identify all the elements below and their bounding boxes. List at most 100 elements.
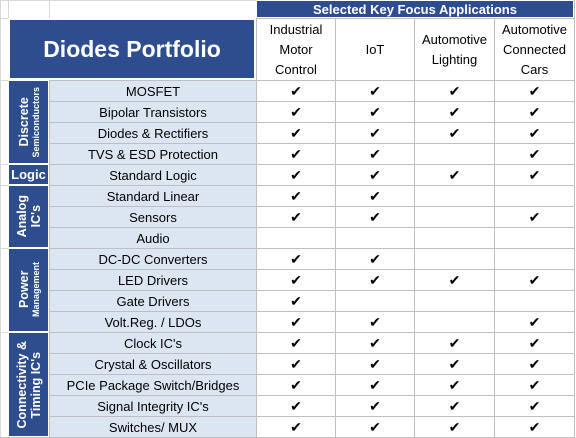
product-name: Sensors <box>49 206 256 227</box>
check-icon: ✔ <box>256 290 335 311</box>
check-icon: ✔ <box>335 143 414 164</box>
page-title: Diodes Portfolio <box>8 18 256 80</box>
check-icon: ✔ <box>256 80 335 101</box>
product-name: Diodes & Rectifiers <box>49 122 256 143</box>
check-icon: ✔ <box>494 395 574 416</box>
empty-cell <box>414 311 494 332</box>
product-name: MOSFET <box>49 80 256 101</box>
empty-cell <box>256 227 335 248</box>
category-name: Discrete <box>16 97 31 147</box>
column-header-line: Motor <box>279 41 313 57</box>
empty-cell <box>414 227 494 248</box>
check-icon: ✔ <box>414 101 494 122</box>
check-icon: ✔ <box>494 332 574 353</box>
product-name: Crystal & Oscillators <box>49 353 256 374</box>
check-icon: ✔ <box>414 416 494 437</box>
check-icon: ✔ <box>256 143 335 164</box>
check-icon: ✔ <box>256 185 335 206</box>
column-header: Automotive Lighting <box>414 18 494 80</box>
column-header-line: Automotive <box>421 31 488 47</box>
product-name: Standard Logic <box>49 164 256 185</box>
category-subname: Timing IC's <box>28 351 43 418</box>
column-header-line: Cars <box>520 61 549 77</box>
check-icon: ✔ <box>335 122 414 143</box>
applications-header: Selected Key Focus Applications <box>256 0 574 18</box>
category-label: Power Management <box>8 248 49 332</box>
check-icon: ✔ <box>256 122 335 143</box>
blank-cell <box>8 0 49 18</box>
check-icon: ✔ <box>414 164 494 185</box>
check-icon: ✔ <box>494 353 574 374</box>
product-name: LED Drivers <box>49 269 256 290</box>
product-name: PCIe Package Switch/Bridges <box>49 374 256 395</box>
column-header: IoT <box>335 18 414 80</box>
category-subname: Management <box>30 262 41 318</box>
blank-cell <box>0 185 8 248</box>
empty-cell <box>335 290 414 311</box>
check-icon: ✔ <box>335 416 414 437</box>
check-icon: ✔ <box>494 416 574 437</box>
check-icon: ✔ <box>256 269 335 290</box>
check-icon: ✔ <box>414 353 494 374</box>
check-icon: ✔ <box>335 101 414 122</box>
product-name: Bipolar Transistors <box>49 101 256 122</box>
category-name: Logic <box>11 167 46 182</box>
check-icon: ✔ <box>256 395 335 416</box>
check-icon: ✔ <box>494 143 574 164</box>
check-icon: ✔ <box>494 269 574 290</box>
product-name: TVS & ESD Protection <box>49 143 256 164</box>
category-label: Logic <box>8 164 49 185</box>
check-icon: ✔ <box>494 122 574 143</box>
blank-cell <box>0 18 8 80</box>
empty-cell <box>414 143 494 164</box>
product-name: DC-DC Converters <box>49 248 256 269</box>
product-name: Audio <box>49 227 256 248</box>
check-icon: ✔ <box>335 311 414 332</box>
empty-cell <box>414 290 494 311</box>
product-name: Signal Integrity IC's <box>49 395 256 416</box>
check-icon: ✔ <box>494 164 574 185</box>
check-icon: ✔ <box>256 101 335 122</box>
column-header-line: Lighting <box>431 51 478 67</box>
category-subname: Semiconductors <box>30 86 41 158</box>
column-header-line: Industrial <box>269 21 323 37</box>
check-icon: ✔ <box>414 332 494 353</box>
check-icon: ✔ <box>335 164 414 185</box>
check-icon: ✔ <box>335 206 414 227</box>
check-icon: ✔ <box>335 248 414 269</box>
blank-cell <box>0 248 8 332</box>
check-icon: ✔ <box>414 269 494 290</box>
empty-cell <box>494 248 574 269</box>
check-icon: ✔ <box>414 395 494 416</box>
category-label: Discrete Semiconductors <box>8 80 49 164</box>
check-icon: ✔ <box>256 164 335 185</box>
check-icon: ✔ <box>414 80 494 101</box>
blank-cell <box>0 164 8 185</box>
column-header-line: Control <box>275 61 317 77</box>
product-name: Gate Drivers <box>49 290 256 311</box>
check-icon: ✔ <box>494 311 574 332</box>
check-icon: ✔ <box>494 101 574 122</box>
check-icon: ✔ <box>335 374 414 395</box>
check-icon: ✔ <box>256 353 335 374</box>
check-icon: ✔ <box>414 122 494 143</box>
check-icon: ✔ <box>335 353 414 374</box>
product-name: Standard Linear <box>49 185 256 206</box>
blank-cell <box>49 0 256 18</box>
blank-cell <box>0 332 8 437</box>
empty-cell <box>414 185 494 206</box>
empty-cell <box>494 290 574 311</box>
check-icon: ✔ <box>256 311 335 332</box>
product-name: Clock IC's <box>49 332 256 353</box>
check-icon: ✔ <box>335 185 414 206</box>
empty-cell <box>414 206 494 227</box>
check-icon: ✔ <box>256 206 335 227</box>
empty-cell <box>494 185 574 206</box>
column-header-line: Connected <box>503 41 566 57</box>
check-icon: ✔ <box>335 332 414 353</box>
check-icon: ✔ <box>256 416 335 437</box>
blank-cell <box>0 80 8 164</box>
check-icon: ✔ <box>256 332 335 353</box>
empty-cell <box>494 227 574 248</box>
